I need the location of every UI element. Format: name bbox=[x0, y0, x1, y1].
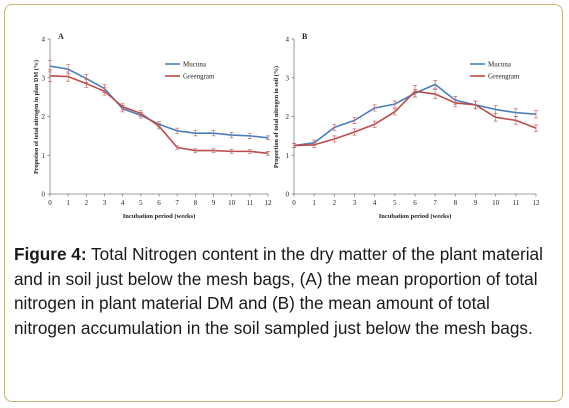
x-tick-label-a: 0 bbox=[48, 199, 52, 207]
error-bar-a-greengram bbox=[120, 103, 125, 111]
panel-label-b: B bbox=[302, 32, 308, 41]
y-tick-label-a: 0 bbox=[42, 191, 46, 199]
error-bar-b-greengram bbox=[534, 124, 538, 132]
error-bar-b-mucuna bbox=[433, 80, 438, 89]
x-axis-label-a: Incubation period (weeks) bbox=[123, 213, 196, 220]
error-bar-b-greengram bbox=[493, 113, 498, 122]
y-tick-label-a: 2 bbox=[42, 113, 46, 121]
legend-label-a-mucuna: Mucuna bbox=[183, 61, 207, 69]
x-tick-label-b: 11 bbox=[512, 199, 519, 207]
error-bar-b-greengram bbox=[453, 98, 458, 108]
charts-area: A Propotion of total nitrogen in plan DM… bbox=[33, 32, 540, 220]
figure-caption: Figure 4: Total Nitrogen content in the … bbox=[14, 242, 554, 340]
error-bar-b-greengram bbox=[513, 116, 518, 125]
error-bar-a-greengram bbox=[84, 79, 89, 88]
error-bar-a-greengram bbox=[266, 151, 270, 156]
error-bar-a-mucuna bbox=[247, 132, 252, 139]
error-bar-b-mucuna bbox=[352, 116, 357, 124]
error-bar-b-greengram bbox=[392, 108, 397, 116]
x-tick-label-b: 10 bbox=[492, 199, 500, 207]
error-bar-a-greengram bbox=[138, 110, 143, 117]
x-tick-label-a: 8 bbox=[194, 199, 198, 207]
legend-label-b-greengram: Greengram bbox=[488, 73, 520, 81]
error-bar-a-greengram bbox=[102, 87, 107, 96]
x-tick-label-b: 3 bbox=[353, 199, 357, 207]
error-bar-a-greengram bbox=[247, 149, 252, 154]
legend-label-a-greengram: Greengram bbox=[183, 73, 215, 81]
y-tick-label-b: 2 bbox=[286, 113, 290, 121]
x-tick-label-a: 2 bbox=[85, 199, 89, 207]
error-bar-b-greengram bbox=[413, 85, 417, 98]
error-bar-b-greengram bbox=[292, 143, 296, 148]
error-bar-b-greengram bbox=[372, 120, 377, 128]
x-axis-label-b: Incubation period (weeks) bbox=[379, 213, 452, 220]
error-bar-a-mucuna bbox=[175, 127, 180, 134]
legend-a: Mucuna Greengram bbox=[165, 61, 215, 81]
y-axis-label-b: Proportion of total nitrogen in soil (%) bbox=[273, 66, 280, 168]
error-bar-b-mucuna bbox=[534, 109, 538, 119]
y-tick-label-b: 3 bbox=[286, 74, 290, 82]
y-tick-label-b: 0 bbox=[286, 191, 290, 199]
x-tick-label-a: 7 bbox=[175, 199, 179, 207]
figure-frame bbox=[4, 4, 563, 402]
caption-text: Total Nitrogen content in the dry matter… bbox=[14, 244, 543, 338]
error-bar-a-greengram bbox=[229, 149, 234, 154]
error-bar-b-greengram bbox=[352, 128, 357, 136]
x-tick-label-b: 5 bbox=[393, 199, 397, 207]
error-bar-b-greengram bbox=[332, 135, 337, 143]
error-bar-a-greengram bbox=[175, 145, 180, 150]
error-bar-b-greengram bbox=[433, 89, 438, 100]
x-tick-label-b: 8 bbox=[454, 199, 458, 207]
error-bar-a-greengram bbox=[48, 69, 52, 82]
y-tick-label-a: 1 bbox=[42, 152, 46, 160]
error-bar-b-mucuna bbox=[332, 123, 337, 131]
x-tick-label-b: 1 bbox=[312, 199, 316, 207]
error-bar-b-greengram bbox=[473, 100, 478, 110]
error-bar-b-mucuna bbox=[372, 104, 377, 112]
panel-label-a: A bbox=[58, 32, 64, 41]
x-tick-label-a: 4 bbox=[121, 199, 125, 207]
x-tick-label-b: 2 bbox=[333, 199, 337, 207]
caption-label: Figure 4: bbox=[14, 244, 87, 264]
legend-label-b-mucuna: Mucuna bbox=[488, 61, 512, 69]
error-bar-a-mucuna bbox=[193, 130, 198, 137]
chart-panel-a: A Propotion of total nitrogen in plan DM… bbox=[33, 32, 272, 220]
x-tick-label-a: 1 bbox=[66, 199, 70, 207]
chart-panel-b: B Proportion of total nitrogen in soil (… bbox=[273, 32, 540, 220]
y-axis-label-a: Propotion of total nitrogen in plan DM (… bbox=[33, 60, 40, 174]
error-bar-a-mucuna bbox=[229, 132, 234, 139]
series-line-a-greengram bbox=[49, 75, 269, 155]
error-bar-b-mucuna bbox=[392, 100, 397, 108]
x-tick-label-a: 11 bbox=[246, 199, 253, 207]
error-bar-a-greengram bbox=[157, 123, 161, 130]
series-line-b-greengram bbox=[293, 90, 537, 147]
x-tick-label-a: 3 bbox=[103, 199, 107, 207]
x-tick-label-a: 5 bbox=[139, 199, 143, 207]
error-bar-a-greengram bbox=[66, 71, 71, 82]
x-tick-label-b: 9 bbox=[474, 199, 478, 207]
y-tick-label-b: 4 bbox=[286, 36, 290, 44]
x-tick-label-b: 12 bbox=[533, 199, 541, 207]
y-tick-label-a: 4 bbox=[42, 36, 46, 44]
x-tick-label-b: 7 bbox=[433, 199, 437, 207]
x-tick-label-a: 6 bbox=[157, 199, 161, 207]
x-tick-label-a: 12 bbox=[265, 199, 273, 207]
error-bar-a-mucuna bbox=[211, 130, 216, 137]
error-bar-b-greengram bbox=[312, 141, 317, 148]
x-tick-label-b: 0 bbox=[292, 199, 296, 207]
x-tick-label-b: 4 bbox=[373, 199, 377, 207]
legend-b: Mucuna Greengram bbox=[470, 61, 520, 81]
x-tick-label-a: 10 bbox=[228, 199, 236, 207]
y-tick-label-b: 1 bbox=[286, 152, 290, 160]
x-tick-label-b: 6 bbox=[413, 199, 417, 207]
x-tick-label-a: 9 bbox=[212, 199, 216, 207]
error-bar-a-greengram bbox=[211, 148, 216, 153]
y-tick-label-a: 3 bbox=[42, 74, 46, 82]
error-bar-a-mucuna bbox=[266, 135, 270, 141]
error-bar-a-greengram bbox=[193, 148, 198, 153]
